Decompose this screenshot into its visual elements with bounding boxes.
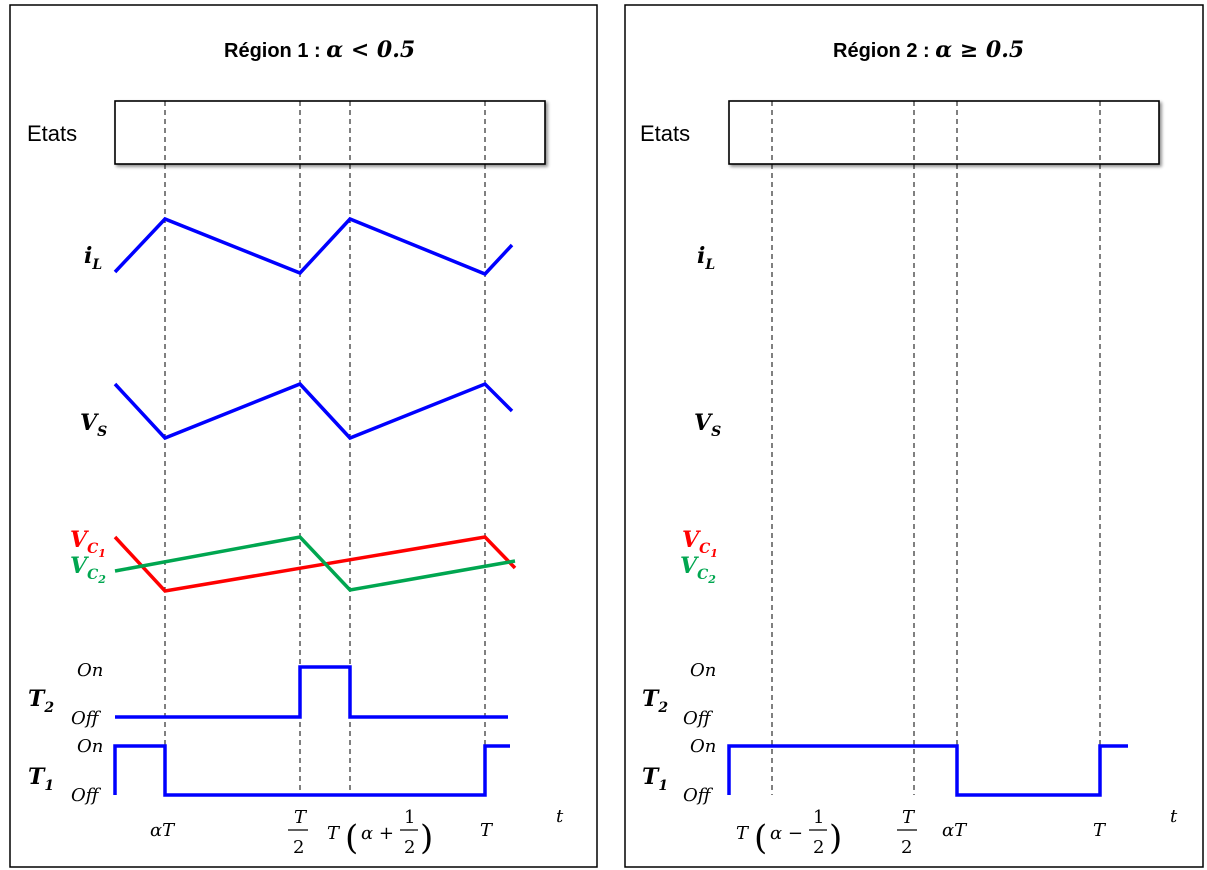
tick-T-half-den: 2 xyxy=(901,837,912,858)
label-VS: VS xyxy=(694,410,721,440)
tick-expr-T: T xyxy=(736,823,750,844)
tick-T: T xyxy=(480,820,494,841)
VS-waveform xyxy=(113,381,514,441)
label-iL: iL xyxy=(697,243,715,273)
label-T1-off: Off xyxy=(71,785,102,806)
label-T2: T2 xyxy=(28,686,54,716)
label-VS: VS xyxy=(80,410,107,440)
etats-label: Etats xyxy=(27,121,77,146)
VC1-waveform xyxy=(113,535,517,593)
tick-expr-inner: α − xyxy=(770,823,803,844)
label-T1-on: On xyxy=(690,736,716,757)
tick-T-alpha-plus-half: T ( α + 1 2 ) xyxy=(327,807,433,858)
label-T2: T2 xyxy=(642,686,668,716)
etats-label: Etats xyxy=(640,121,690,146)
label-T1-on: On xyxy=(77,736,103,757)
panel-region-2: Région 2 : α ≥ 0.5 Etats iL VS VC1 VC2 O… xyxy=(624,4,1204,868)
label-T1: T1 xyxy=(28,764,54,794)
tick-t: t xyxy=(1170,806,1178,827)
paren-close: ) xyxy=(829,818,842,858)
tick-T-half-den: 2 xyxy=(293,837,304,858)
tick-T-half-num: T xyxy=(294,807,308,828)
label-T2-off: Off xyxy=(71,708,102,729)
label-T2-on: On xyxy=(690,660,716,681)
panel-frame xyxy=(624,4,1204,868)
panel-title: Région 2 : α ≥ 0.5 xyxy=(833,37,1024,63)
tick-T-half: T 2 xyxy=(897,807,917,858)
tick-alphaT: αT xyxy=(150,820,176,841)
T1-waveform xyxy=(113,744,510,797)
label-VC2: VC2 xyxy=(70,553,106,586)
panel-title: Région 1 : α < 0.5 xyxy=(224,37,415,63)
label-T1: T1 xyxy=(642,764,668,794)
panel-region-1: Région 1 : α < 0.5 Etats iL xyxy=(9,4,598,868)
tick-expr-den: 2 xyxy=(404,837,415,858)
tick-T-alpha-minus-half: T ( α − 1 2 ) xyxy=(736,807,842,858)
paren-close: ) xyxy=(420,818,433,858)
label-VC2: VC2 xyxy=(680,553,716,586)
etats-box xyxy=(114,100,546,165)
label-T2-on: On xyxy=(77,660,103,681)
tick-T-half-num: T xyxy=(902,807,916,828)
tick-T: T xyxy=(1093,820,1107,841)
tick-alphaT: αT xyxy=(942,820,968,841)
tick-expr-num: 1 xyxy=(404,807,415,828)
label-T2-off: Off xyxy=(683,708,714,729)
panel-frame xyxy=(9,4,598,868)
VC2-waveform xyxy=(114,535,516,592)
iL-waveform xyxy=(113,216,514,277)
tick-expr-inner: α + xyxy=(361,823,394,844)
paren-open: ( xyxy=(754,818,767,858)
label-VC1: VC1 xyxy=(682,527,718,560)
label-VC1: VC1 xyxy=(70,527,106,560)
label-iL: iL xyxy=(84,243,102,273)
etats-box xyxy=(728,100,1160,165)
T2-waveform xyxy=(115,665,508,719)
tick-expr-num: 1 xyxy=(813,807,824,828)
tick-expr-T: T xyxy=(327,823,341,844)
paren-open: ( xyxy=(345,818,358,858)
label-T1-off: Off xyxy=(683,785,714,806)
T1-waveform xyxy=(727,744,1128,797)
tick-expr-den: 2 xyxy=(813,837,824,858)
tick-t: t xyxy=(556,806,564,827)
tick-T-half: T 2 xyxy=(288,807,308,858)
